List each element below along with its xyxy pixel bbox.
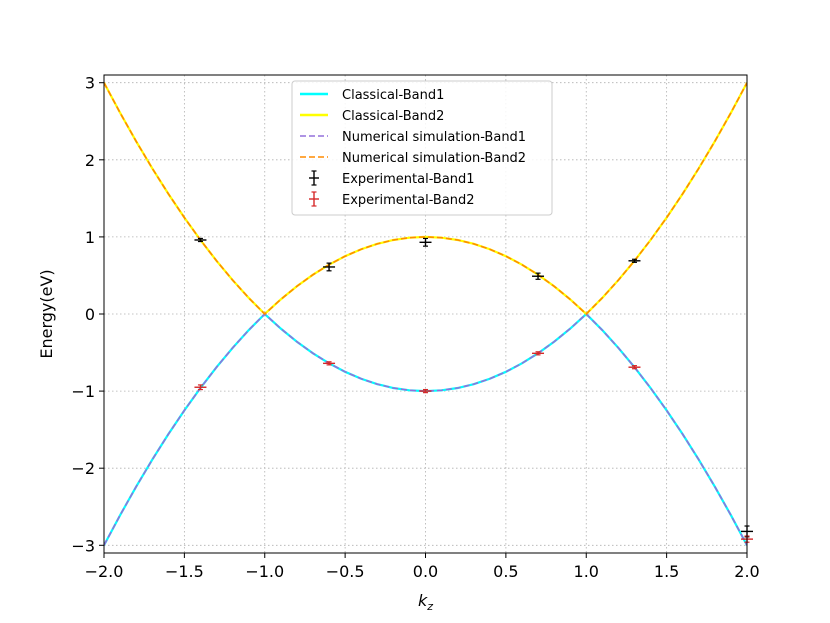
- errorbar-point-1-2: [419, 388, 432, 394]
- legend-item-3: Numerical simulation-Band2: [300, 151, 526, 166]
- series-line-2: [104, 312, 747, 546]
- y-axis-label: Energy(eV): [37, 269, 56, 358]
- errorbar-point-0-3: [532, 272, 545, 280]
- errorbar-point-0-2: [419, 237, 432, 247]
- x-axis-label-sub: z: [426, 600, 433, 613]
- x-tick-label-0: −2.0: [85, 562, 124, 581]
- errorbar-point-1-3: [532, 351, 545, 356]
- y-tick-label-5: 2: [85, 151, 95, 170]
- y-tick-label-6: 3: [85, 74, 95, 93]
- x-tick-label-1: −1.5: [165, 562, 204, 581]
- legend-item-0: Classical-Band1: [300, 88, 444, 103]
- y-tick-label-1: −2: [71, 459, 95, 478]
- x-axis-label-main: k: [418, 591, 428, 610]
- legend-item-2: Numerical simulation-Band1: [300, 130, 526, 145]
- errorbar-layer: [194, 237, 753, 543]
- y-tick-label-3: 0: [85, 305, 95, 324]
- x-tick-label-2: −1.0: [245, 562, 284, 581]
- y-tick-label-4: 1: [85, 228, 95, 247]
- errorbar-point-1-1: [323, 361, 336, 366]
- legend-item-1: Classical-Band2: [300, 109, 444, 124]
- legend-label-0: Classical-Band1: [342, 88, 444, 103]
- legend-item-5: Experimental-Band2: [309, 191, 475, 208]
- legend-label-1: Classical-Band2: [342, 109, 444, 124]
- legend: Classical-Band1 Classical-Band2 Numerical …: [291, 80, 553, 216]
- legend-item-4: Experimental-Band1: [309, 170, 475, 187]
- x-tick-label-5: 0.5: [493, 562, 518, 581]
- x-tick-label-4: 0.0: [413, 562, 438, 581]
- x-axis-label: kz: [418, 591, 433, 613]
- errorbar-point-0-0: [194, 237, 207, 243]
- x-tick-label-3: −0.5: [326, 562, 365, 581]
- errorbar-point-1-0: [194, 384, 207, 391]
- errorbar-point-1-4: [628, 365, 641, 370]
- legend-label-4: Experimental-Band1: [342, 172, 475, 187]
- y-tick-label-0: −3: [71, 536, 95, 555]
- legend-label-2: Numerical simulation-Band1: [342, 130, 526, 145]
- legend-box: [291, 80, 553, 216]
- legend-label-5: Experimental-Band2: [342, 193, 475, 208]
- y-tick-label-2: −1: [71, 382, 95, 401]
- x-tick-label-7: 1.5: [654, 562, 679, 581]
- x-tick-label-6: 1.0: [574, 562, 599, 581]
- errorbar-point-0-4: [628, 258, 641, 263]
- errorbar-point-0-1: [323, 262, 336, 272]
- ticks: −2.0 −1.5 −1.0 −0.5 0.0 0.5 1.0 1.5 2.0 −3 −2 −1 0 1 2…: [71, 74, 759, 581]
- legend-label-3: Numerical simulation-Band2: [342, 151, 526, 166]
- x-tick-label-8: 2.0: [734, 562, 759, 581]
- series-line-3: [104, 82, 747, 316]
